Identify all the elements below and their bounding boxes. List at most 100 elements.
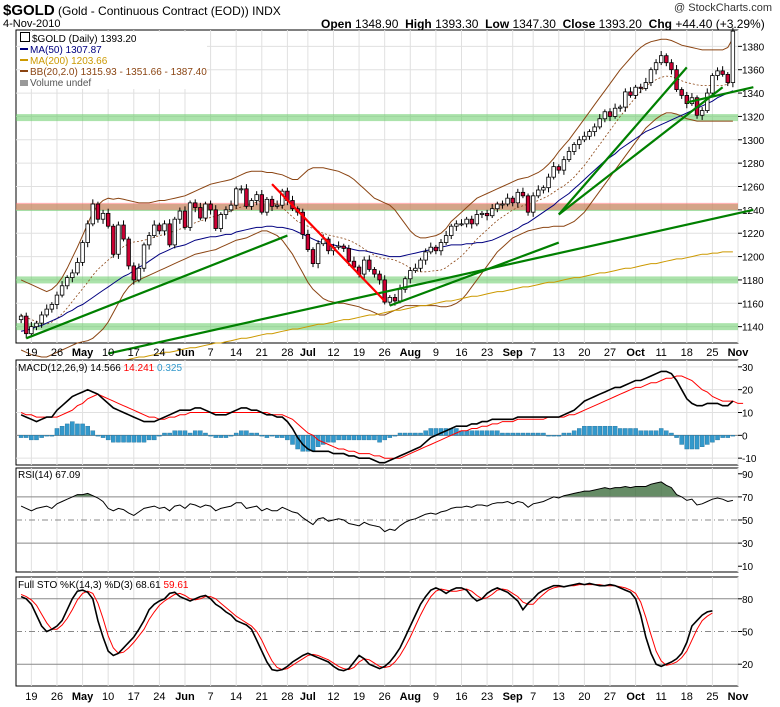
sto-tick-label: 20	[742, 660, 754, 671]
legend-volume: Volume undef	[20, 78, 207, 89]
macd-histogram-bar	[643, 430, 649, 436]
macd-histogram-bar	[23, 435, 29, 438]
candle	[571, 144, 577, 152]
candle	[725, 73, 730, 83]
macd-histogram-bar	[694, 435, 700, 450]
candle	[315, 243, 321, 264]
macd-tick-label: 0	[742, 431, 748, 442]
bottom-x-axis-label: 19	[353, 691, 365, 703]
candle	[530, 195, 536, 213]
candle	[362, 259, 367, 275]
bottom-x-axis-label: 24	[153, 691, 165, 703]
price-tick-label: 1220	[742, 229, 765, 240]
candle	[602, 111, 608, 120]
candle	[684, 95, 689, 104]
candle	[715, 70, 720, 76]
macd-histogram-bar	[402, 432, 408, 436]
x-axis-price: 19 26 May 10 17 24 Jun 7 14 21 28 Jul 12 19 26 Aug 9 16 23…	[25, 347, 749, 359]
candle	[638, 86, 643, 89]
candle	[182, 210, 188, 228]
macd-histogram-bar	[172, 430, 177, 436]
candle	[377, 273, 382, 281]
candle	[300, 211, 305, 235]
bottom-x-axis-label: May	[72, 691, 94, 703]
candle	[116, 224, 121, 255]
candle	[730, 30, 736, 83]
bottom-x-axis-label: 7	[530, 691, 536, 703]
trendline-green	[558, 86, 724, 216]
macd-histogram-bar	[489, 430, 495, 436]
macd-histogram-bar	[141, 435, 147, 443]
macd-histogram-bar	[669, 432, 674, 436]
bottom-x-axis-label: 26	[51, 691, 63, 703]
rsi-tick-label: 70	[742, 493, 754, 504]
candle	[310, 249, 316, 264]
macd-histogram-bar	[592, 425, 597, 436]
price-x-axis-label: 17	[128, 347, 140, 359]
bottom-x-axis-label: 27	[604, 691, 616, 703]
support-band-green	[16, 114, 738, 122]
macd-histogram-bar	[34, 435, 39, 441]
price-x-axis-label: 20	[578, 347, 590, 359]
candle	[336, 245, 341, 248]
high-value: 1393.30	[435, 17, 479, 31]
symbol: $GOLD	[3, 2, 55, 19]
rsi-panel: 90 70 50 30 10	[15, 467, 754, 573]
candle	[536, 189, 541, 197]
candle	[146, 235, 152, 246]
bottom-x-axis-label: 23	[481, 691, 493, 703]
macd-histogram-bar	[571, 430, 577, 436]
legend-price: $GOLD (Daily) 1393.20	[20, 32, 207, 45]
macd-histogram-bar	[633, 428, 638, 436]
price-tick-label: 1340	[742, 89, 765, 100]
macd-histogram-bar	[29, 435, 34, 441]
candle	[254, 194, 259, 201]
macd-histogram-bar	[469, 430, 474, 436]
macd-histogram-bar	[725, 435, 731, 438]
macd-histogram-bar	[423, 430, 428, 436]
rsi-tick-label: 90	[742, 470, 754, 481]
macd-histogram-bar	[428, 428, 434, 436]
sto-legend-d: 59.61	[163, 580, 189, 591]
candle	[418, 259, 423, 269]
macd-histogram-bar	[121, 435, 126, 443]
candle	[223, 209, 229, 215]
price-x-axis-label: 27	[604, 347, 616, 359]
macd-histogram-bar	[679, 435, 684, 445]
exchange: INDX	[252, 4, 281, 18]
macd-histogram-bar	[710, 435, 715, 443]
macd-histogram-bar	[49, 435, 55, 437]
bottom-x-axis-label: 9	[433, 691, 439, 703]
sto-legend-k: Full STO %K(14,3) %D(3) 68.61	[18, 580, 161, 591]
macd-histogram-bar	[566, 432, 572, 436]
candle	[505, 197, 510, 205]
open-value: 1348.90	[355, 17, 399, 31]
candle	[264, 198, 270, 213]
macd-histogram-bar	[392, 435, 398, 437]
candle	[561, 159, 567, 171]
bottom-x-axis-label: 14	[230, 691, 242, 703]
bottom-x-axis-label: Nov	[728, 691, 750, 703]
macd-tick-label: 20	[742, 386, 754, 397]
macd-histogram-bar	[228, 435, 234, 437]
macd-histogram-bar	[167, 432, 172, 436]
macd-histogram-bar	[320, 435, 326, 445]
quote-bar: Open 1348.90 High 1393.30 Low 1347.30 Cl…	[321, 17, 765, 31]
candle	[162, 223, 167, 232]
candle	[100, 212, 106, 220]
macd-histogram-bar	[249, 432, 254, 436]
bottom-x-axis-label: 12	[327, 691, 339, 703]
macd-histogram-bar	[617, 428, 623, 436]
bottom-x-axis-label: Oct	[626, 691, 645, 703]
price-x-axis-label: 11	[655, 347, 666, 359]
candle	[546, 176, 551, 189]
candle	[131, 265, 136, 281]
rsi-line	[20, 481, 734, 533]
candle	[459, 223, 464, 226]
price-tick-label: 1140	[742, 323, 764, 334]
sto-k-line	[20, 582, 713, 672]
macd-histogram-bar	[607, 425, 613, 436]
rsi-overbought-fill	[21, 481, 733, 497]
candle	[541, 187, 546, 191]
macd-histogram-bar	[90, 430, 96, 436]
